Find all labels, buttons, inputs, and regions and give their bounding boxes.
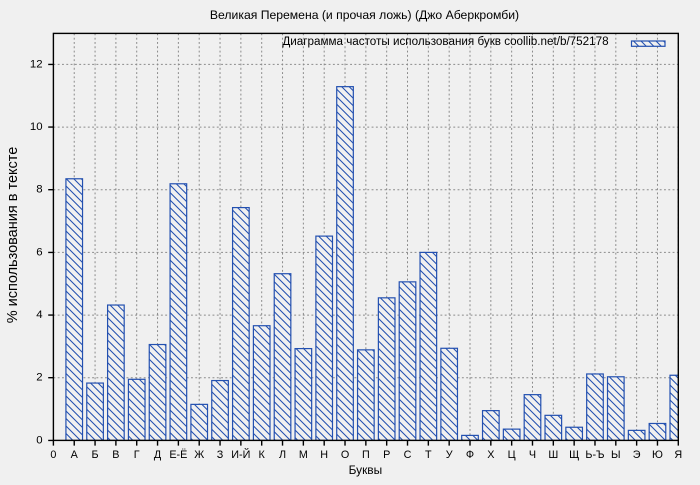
svg-text:Л: Л [279,449,286,461]
svg-text:% использования в тексте: % использования в тексте [5,147,21,324]
svg-text:Е-Ё: Е-Ё [169,449,187,461]
svg-text:Р: Р [383,449,390,461]
svg-text:Диаграмма частоты использовани: Диаграмма частоты использования букв coo… [282,35,608,48]
svg-text:0: 0 [36,434,42,446]
svg-text:2: 2 [36,372,42,384]
svg-text:О: О [341,449,349,461]
svg-text:Т: Т [425,449,432,461]
svg-text:Д: Д [154,449,162,461]
svg-text:Б: Б [92,449,99,461]
svg-text:В: В [112,449,119,461]
svg-text:Ю: Ю [652,449,663,461]
svg-text:8: 8 [36,184,42,196]
svg-text:10: 10 [30,121,43,133]
svg-text:З: З [217,449,224,461]
svg-text:Ж: Ж [194,449,204,461]
svg-text:Буквы: Буквы [349,463,383,477]
svg-text:У: У [446,449,453,461]
svg-text:П: П [362,449,370,461]
svg-text:Х: Х [487,449,494,461]
svg-text:К: К [259,449,266,461]
svg-text:12: 12 [30,58,43,70]
svg-text:Э: Э [633,449,641,461]
svg-text:0: 0 [50,449,56,461]
svg-text:Я: Я [674,449,682,461]
svg-text:6: 6 [36,246,42,258]
svg-text:4: 4 [36,309,42,321]
svg-text:Ш: Ш [548,449,558,461]
svg-text:А: А [71,449,79,461]
svg-text:Щ: Щ [569,449,579,461]
svg-text:Н: Н [320,449,328,461]
svg-text:Ы: Ы [611,449,621,461]
svg-text:Великая Перемена (и прочая лож: Великая Перемена (и прочая ложь) (Джо Аб… [210,8,519,22]
svg-text:Ч: Ч [529,449,536,461]
svg-text:М: М [299,449,308,461]
svg-text:Ц: Ц [508,449,516,461]
svg-text:Г: Г [134,449,140,461]
svg-text:Ь-Ъ: Ь-Ъ [585,449,604,461]
svg-text:Ф: Ф [466,449,474,461]
svg-text:И-Й: И-Й [231,448,250,461]
svg-text:С: С [404,449,412,461]
